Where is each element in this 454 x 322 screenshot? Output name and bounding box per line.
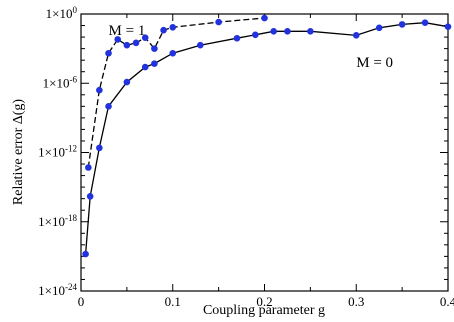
y-tick-label-0: 1×100	[46, 5, 78, 21]
y-axis-label: Relative error Δ(g)	[11, 99, 26, 206]
series-lines	[84, 17, 449, 255]
x-tick-label-1: 0.1	[165, 294, 181, 309]
y-tick-label-1: 1×10-6	[43, 74, 78, 90]
data-point-m-0-7	[169, 49, 177, 57]
data-point-m-1-6	[141, 34, 149, 41]
y-tick-label-3: 1×10-18	[38, 213, 77, 229]
data-point-m-1-8	[160, 26, 167, 34]
y-tick-label-2: 1×10-12	[38, 144, 77, 160]
tick-labels: 0 0.1 0.2 0.3 0.4 1×100 1×10-6 1×10-12 1×10-18 1×…	[38, 5, 454, 309]
series-label-m-0: M = 0	[356, 55, 393, 71]
y-tick-label-4: 1×10-24	[38, 282, 77, 298]
series-line-m-0	[84, 22, 449, 255]
data-point-m-1-0	[85, 164, 92, 171]
series-labels: M = 0 M = 1	[109, 23, 394, 71]
data-point-m-0-2	[96, 144, 103, 152]
data-point-m-1-9	[169, 23, 177, 31]
x-tick-label-0: 0	[78, 294, 85, 309]
data-point-m-0-3	[105, 103, 112, 110]
data-point-m-1-10	[215, 18, 222, 26]
data-point-m-1-3	[114, 36, 121, 43]
x-tick-label-4: 0.4	[440, 294, 454, 309]
series-points	[82, 14, 452, 258]
data-point-m-0-12	[284, 28, 291, 35]
data-point-m-0-9	[233, 34, 241, 42]
data-point-m-0-8	[196, 41, 204, 49]
data-point-m-0-15	[375, 24, 383, 32]
data-point-m-0-16	[398, 21, 406, 28]
data-point-m-0-4	[123, 78, 131, 86]
series-label-m-1: M = 1	[109, 23, 146, 39]
x-tick-label-3: 0.3	[348, 294, 364, 309]
data-point-m-1-5	[132, 39, 140, 47]
data-point-m-0-11	[270, 28, 277, 35]
data-point-m-1-2	[105, 49, 112, 57]
data-point-m-1-1	[96, 86, 103, 94]
data-point-m-1-7	[151, 45, 158, 52]
x-tick-label-2: 0.2	[256, 294, 272, 309]
data-point-m-0-0	[82, 250, 89, 258]
x-axis-label: Coupling parameter g	[203, 303, 325, 318]
data-point-m-0-6	[151, 60, 158, 67]
data-point-m-1-11	[261, 14, 268, 22]
data-point-m-0-18	[444, 23, 452, 30]
series-line-m-1	[87, 17, 265, 168]
data-point-m-0-14	[352, 32, 360, 39]
data-point-m-0-5	[141, 63, 149, 71]
data-point-m-0-1	[86, 193, 94, 200]
data-point-m-0-17	[421, 19, 429, 26]
data-point-m-0-10	[252, 31, 259, 39]
data-point-m-0-13	[307, 28, 314, 35]
data-point-m-1-4	[123, 41, 131, 49]
tick-marks	[80, 13, 449, 292]
